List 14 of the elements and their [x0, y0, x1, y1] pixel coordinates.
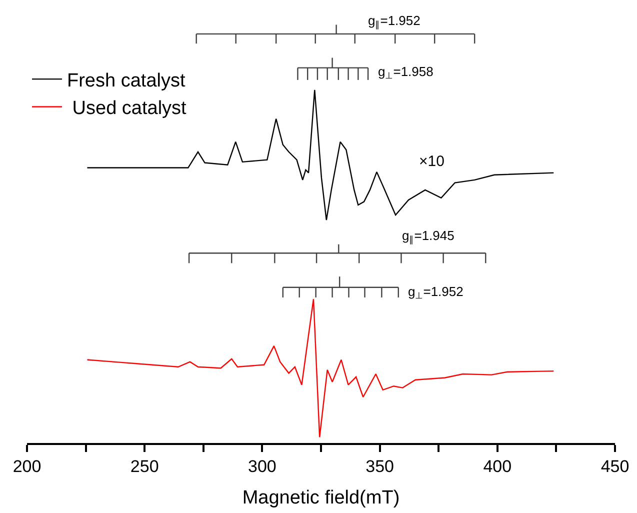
annotation: g$_{⊥}$=1.958 — [378, 64, 434, 81]
legend-label: Fresh catalyst — [67, 70, 186, 92]
legend-label: Used catalyst — [67, 98, 188, 120]
x-axis-title: Magnetic field(mT) — [242, 487, 400, 508]
x-tick-label: 300 — [248, 457, 276, 476]
x-tick-label: 400 — [483, 457, 512, 476]
annotation: g$_{∥}$=1.952 — [368, 13, 420, 30]
annotation: g$_{⊥}$=1.952 — [408, 284, 464, 301]
x-tick-label: 450 — [600, 457, 630, 476]
annotation: g$_{∥}$=1.945 — [402, 228, 454, 245]
x-tick-label: 250 — [130, 457, 159, 476]
x-tick-label: 350 — [366, 457, 394, 476]
annotation: ×10 — [419, 153, 444, 170]
x-tick-label: 200 — [12, 457, 42, 476]
